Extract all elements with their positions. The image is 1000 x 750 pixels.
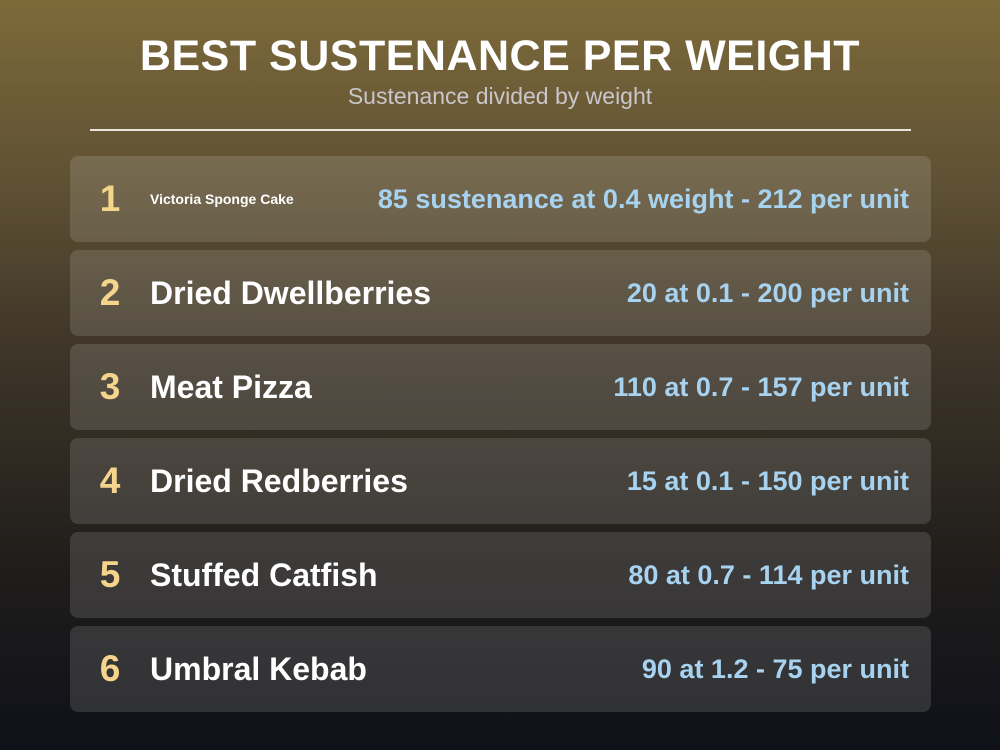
- rank-number: 4: [99, 460, 121, 501]
- list-item: 2 Dried Dwellberries 20 at 0.1 - 200 per…: [70, 250, 931, 336]
- page-title: BEST SUSTENANCE PER WEIGHT: [139, 32, 861, 80]
- item-stat: 85 sustenance at 0.4 weight - 212 per un…: [377, 183, 909, 214]
- item-name: Stuffed Catfish: [150, 556, 378, 593]
- rank-number: 3: [99, 366, 121, 407]
- item-name: Dried Dwellberries: [150, 274, 431, 311]
- list-item: 6 Umbral Kebab 90 at 1.2 - 75 per unit: [70, 626, 931, 712]
- ranking-list: 1 Victoria Sponge Cake 85 sustenance at …: [70, 156, 931, 720]
- item-name: Meat Pizza: [150, 368, 312, 405]
- list-item: 5 Stuffed Catfish 80 at 0.7 - 114 per un…: [70, 532, 931, 618]
- rank-number: 6: [99, 648, 121, 689]
- list-item: 3 Meat Pizza 110 at 0.7 - 157 per unit: [70, 344, 931, 430]
- rank-number: 2: [99, 272, 121, 313]
- rank-number: 5: [99, 554, 121, 595]
- divider: [90, 129, 911, 131]
- item-name: Dried Redberries: [150, 462, 408, 499]
- item-name: Victoria Sponge Cake: [150, 191, 294, 207]
- item-stat: 20 at 0.1 - 200 per unit: [626, 277, 909, 308]
- item-stat: 80 at 0.7 - 114 per unit: [628, 559, 909, 590]
- item-name: Umbral Kebab: [150, 650, 367, 687]
- list-item: 1 Victoria Sponge Cake 85 sustenance at …: [70, 156, 931, 242]
- item-stat: 110 at 0.7 - 157 per unit: [613, 371, 909, 402]
- item-stat: 15 at 0.1 - 150 per unit: [626, 465, 909, 496]
- page-subtitle: Sustenance divided by weight: [347, 83, 653, 109]
- header: BEST SUSTENANCE PER WEIGHT Sustenance di…: [0, 30, 1000, 110]
- rank-number: 1: [99, 178, 121, 219]
- list-item: 4 Dried Redberries 15 at 0.1 - 150 per u…: [70, 438, 931, 524]
- item-stat: 90 at 1.2 - 75 per unit: [641, 653, 909, 684]
